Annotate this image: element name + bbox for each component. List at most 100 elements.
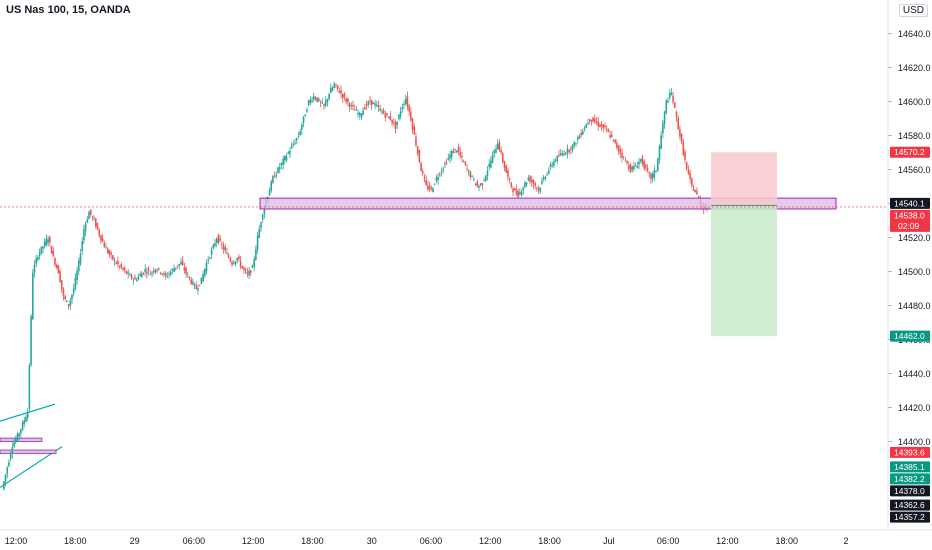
candle-body — [639, 159, 642, 162]
candle-body — [505, 165, 508, 173]
x-tick-label: 18:00 — [64, 536, 87, 546]
candle-body — [583, 128, 586, 130]
candle-body — [314, 97, 317, 100]
candle-body — [537, 188, 540, 190]
currency-label[interactable]: USD — [898, 4, 928, 17]
candle-body — [198, 284, 201, 286]
candle-body — [33, 264, 36, 273]
candle-body — [512, 188, 514, 193]
candle-body — [432, 187, 434, 193]
candle-body — [115, 262, 118, 264]
candle-body — [30, 316, 32, 365]
candle-body — [3, 481, 5, 490]
price-label: 14362.6 — [894, 500, 925, 510]
candle-body — [638, 161, 640, 165]
candle-body — [14, 438, 17, 443]
candle-body — [607, 129, 610, 133]
candle-body — [605, 128, 608, 130]
candle-body — [74, 277, 77, 289]
x-tick-label: 06:00 — [183, 536, 206, 546]
price-label-box — [890, 197, 930, 209]
candle-body — [684, 151, 686, 160]
y-tick-label: 14580.0 — [898, 131, 931, 141]
price-countdown: 02:09 — [898, 221, 920, 231]
candle-body — [221, 244, 223, 246]
candle-body — [231, 262, 233, 265]
candle-body — [171, 268, 174, 271]
candle-body — [345, 98, 347, 102]
candle-body — [595, 122, 598, 123]
candle-body — [367, 101, 370, 105]
candle-body — [389, 115, 392, 120]
candle-body — [488, 163, 490, 168]
candle-body — [176, 265, 179, 267]
candle-body — [658, 146, 661, 160]
candle-body — [599, 124, 601, 127]
candle-body — [612, 139, 615, 141]
candle-body — [566, 148, 569, 154]
candle-body — [301, 124, 303, 130]
candle-body — [440, 171, 443, 173]
candle-body — [108, 250, 111, 255]
candle-body — [553, 161, 555, 166]
candle-body — [122, 267, 124, 270]
candle-body — [667, 101, 669, 103]
candle-body — [469, 171, 472, 178]
candle-body — [311, 100, 313, 102]
candle-body — [76, 270, 78, 281]
candle-body — [663, 111, 666, 125]
price-label: 14378.0 — [894, 486, 925, 496]
candle-body — [238, 256, 240, 260]
candle-body — [391, 119, 393, 123]
price-label-box — [890, 511, 930, 523]
candle-body — [307, 100, 310, 105]
candle-body — [142, 272, 145, 274]
price-label-box — [890, 446, 930, 458]
candle-body — [563, 153, 565, 155]
candle-body — [425, 179, 427, 185]
price-label: 14540.1 — [894, 198, 925, 208]
price-label: 14393.6 — [894, 447, 925, 457]
candle-body — [200, 277, 203, 284]
candle-body — [77, 260, 80, 272]
candle-body — [84, 224, 87, 232]
candle-body — [490, 160, 492, 168]
candle-body — [40, 246, 43, 253]
candle-body — [561, 153, 564, 156]
candle-body — [520, 191, 523, 195]
candle-body — [289, 150, 291, 155]
candle-body — [88, 211, 90, 220]
candle-body — [483, 180, 485, 182]
candle-body — [38, 252, 41, 257]
candle-body — [447, 158, 450, 160]
candle-body — [539, 187, 542, 192]
candle-body — [467, 170, 470, 173]
candle-body — [377, 105, 380, 108]
candle-body — [287, 152, 290, 154]
candle-body — [437, 176, 439, 180]
candle-body — [626, 161, 628, 164]
candle-body — [428, 185, 431, 190]
candle-body — [203, 268, 206, 276]
candle-body — [8, 461, 10, 467]
candle-body — [450, 151, 453, 158]
candle-body — [290, 145, 293, 149]
candle-body — [316, 97, 318, 102]
candle-body — [508, 178, 511, 180]
candle-body — [95, 218, 97, 227]
candle-body — [178, 263, 181, 266]
candle-body — [253, 259, 255, 267]
candle-body — [680, 133, 683, 143]
candle-body — [544, 177, 547, 179]
candle-body — [628, 165, 630, 169]
candle-body — [357, 113, 359, 115]
candle-body — [476, 181, 479, 187]
candle-body — [183, 267, 186, 271]
candle-body — [415, 136, 417, 146]
candle-body — [181, 260, 184, 265]
candle-body — [158, 268, 160, 270]
candle-body — [685, 162, 688, 169]
x-tick-label: 12:00 — [716, 536, 739, 546]
candle-body — [341, 94, 344, 99]
